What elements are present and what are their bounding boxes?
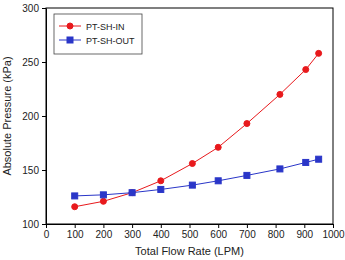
data-layer bbox=[72, 50, 322, 209]
data-point bbox=[100, 198, 106, 204]
data-point bbox=[316, 156, 322, 162]
data-point bbox=[277, 166, 283, 172]
data-point bbox=[72, 204, 78, 210]
x-tick: 900 bbox=[296, 224, 313, 240]
data-point bbox=[189, 182, 195, 188]
y-tick-mark bbox=[42, 224, 46, 225]
data-point bbox=[303, 67, 309, 73]
y-tick-label: 200 bbox=[22, 111, 39, 122]
plot: 0 100 200 300 400 500 600 700 800 900 1000 100 150 20… bbox=[22, 3, 345, 240]
x-tick-mark bbox=[304, 224, 305, 228]
x-tick-mark bbox=[333, 224, 334, 228]
legend-marker bbox=[67, 37, 73, 43]
plot-frame bbox=[46, 8, 333, 224]
x-tick-label: 900 bbox=[296, 229, 313, 240]
x-tick-mark bbox=[161, 224, 162, 228]
x-tick: 0 bbox=[44, 224, 50, 240]
x-tick: 700 bbox=[239, 224, 256, 240]
y-axis-line bbox=[46, 9, 47, 225]
y-tick-label: 150 bbox=[22, 165, 39, 176]
x-tick-mark bbox=[276, 224, 277, 228]
series-line bbox=[75, 53, 319, 206]
data-point bbox=[215, 144, 221, 150]
x-tick-mark bbox=[75, 224, 76, 228]
data-point bbox=[316, 50, 322, 56]
y-tick-label: 100 bbox=[22, 219, 39, 230]
x-axis-title: Total Flow Rate (LPM) bbox=[135, 245, 244, 257]
y-axis: 100 150 200 250 300 bbox=[22, 3, 46, 230]
x-tick: 100 bbox=[67, 224, 84, 240]
chart: 0 100 200 300 400 500 600 700 800 900 1000 100 150 20… bbox=[0, 0, 345, 260]
data-point bbox=[244, 121, 250, 127]
x-tick-label: 800 bbox=[268, 229, 285, 240]
legend-label: PT-SH-IN bbox=[86, 22, 125, 32]
series-line bbox=[75, 159, 319, 196]
data-point bbox=[244, 172, 250, 178]
x-tick: 600 bbox=[210, 224, 227, 240]
legend-label: PT-SH-OUT bbox=[86, 36, 135, 46]
y-tick-mark bbox=[42, 62, 46, 63]
data-point bbox=[129, 190, 135, 196]
x-tick-label: 700 bbox=[239, 229, 256, 240]
x-tick-label: 600 bbox=[210, 229, 227, 240]
data-point bbox=[303, 159, 309, 165]
data-point bbox=[277, 91, 283, 97]
data-point bbox=[129, 190, 135, 196]
y-tick: 100 bbox=[22, 219, 46, 230]
y-tick-mark bbox=[42, 170, 46, 171]
x-tick: 500 bbox=[182, 224, 199, 240]
data-point bbox=[100, 192, 106, 198]
x-tick-mark bbox=[132, 224, 133, 228]
x-tick-mark bbox=[247, 224, 248, 228]
x-tick-label: 300 bbox=[124, 229, 141, 240]
x-axis: 0 100 200 300 400 500 600 700 800 900 1000 bbox=[44, 224, 345, 240]
x-tick-mark bbox=[218, 224, 219, 228]
x-tick-label: 100 bbox=[67, 229, 84, 240]
x-tick-mark bbox=[190, 224, 191, 228]
legend: PT-SH-IN PT-SH-OUT bbox=[54, 14, 142, 54]
x-tick: 1000 bbox=[322, 224, 345, 240]
y-tick: 250 bbox=[22, 57, 46, 68]
y-tick-label: 250 bbox=[22, 57, 39, 68]
legend-box bbox=[54, 14, 142, 54]
y-axis-title: Absolute Pressure (kPa) bbox=[1, 56, 13, 175]
data-point bbox=[72, 193, 78, 199]
data-point bbox=[215, 178, 221, 184]
data-point bbox=[158, 178, 164, 184]
x-tick-mark bbox=[103, 224, 104, 228]
data-point bbox=[158, 186, 164, 192]
y-tick: 150 bbox=[22, 165, 46, 176]
y-tick: 300 bbox=[22, 3, 46, 14]
y-tick-label: 300 bbox=[22, 3, 39, 14]
x-tick: 800 bbox=[268, 224, 285, 240]
y-tick: 200 bbox=[22, 111, 46, 122]
x-tick-mark bbox=[46, 224, 47, 228]
x-tick-label: 1000 bbox=[322, 229, 345, 240]
x-tick: 400 bbox=[153, 224, 170, 240]
x-tick-label: 500 bbox=[182, 229, 199, 240]
data-point bbox=[189, 161, 195, 167]
x-tick-label: 0 bbox=[44, 229, 50, 240]
y-tick-mark bbox=[42, 116, 46, 117]
x-tick: 200 bbox=[96, 224, 113, 240]
x-tick-label: 200 bbox=[96, 229, 113, 240]
x-tick-label: 400 bbox=[153, 229, 170, 240]
legend-marker bbox=[67, 23, 73, 29]
y-tick-mark bbox=[42, 8, 46, 9]
x-tick: 300 bbox=[124, 224, 141, 240]
